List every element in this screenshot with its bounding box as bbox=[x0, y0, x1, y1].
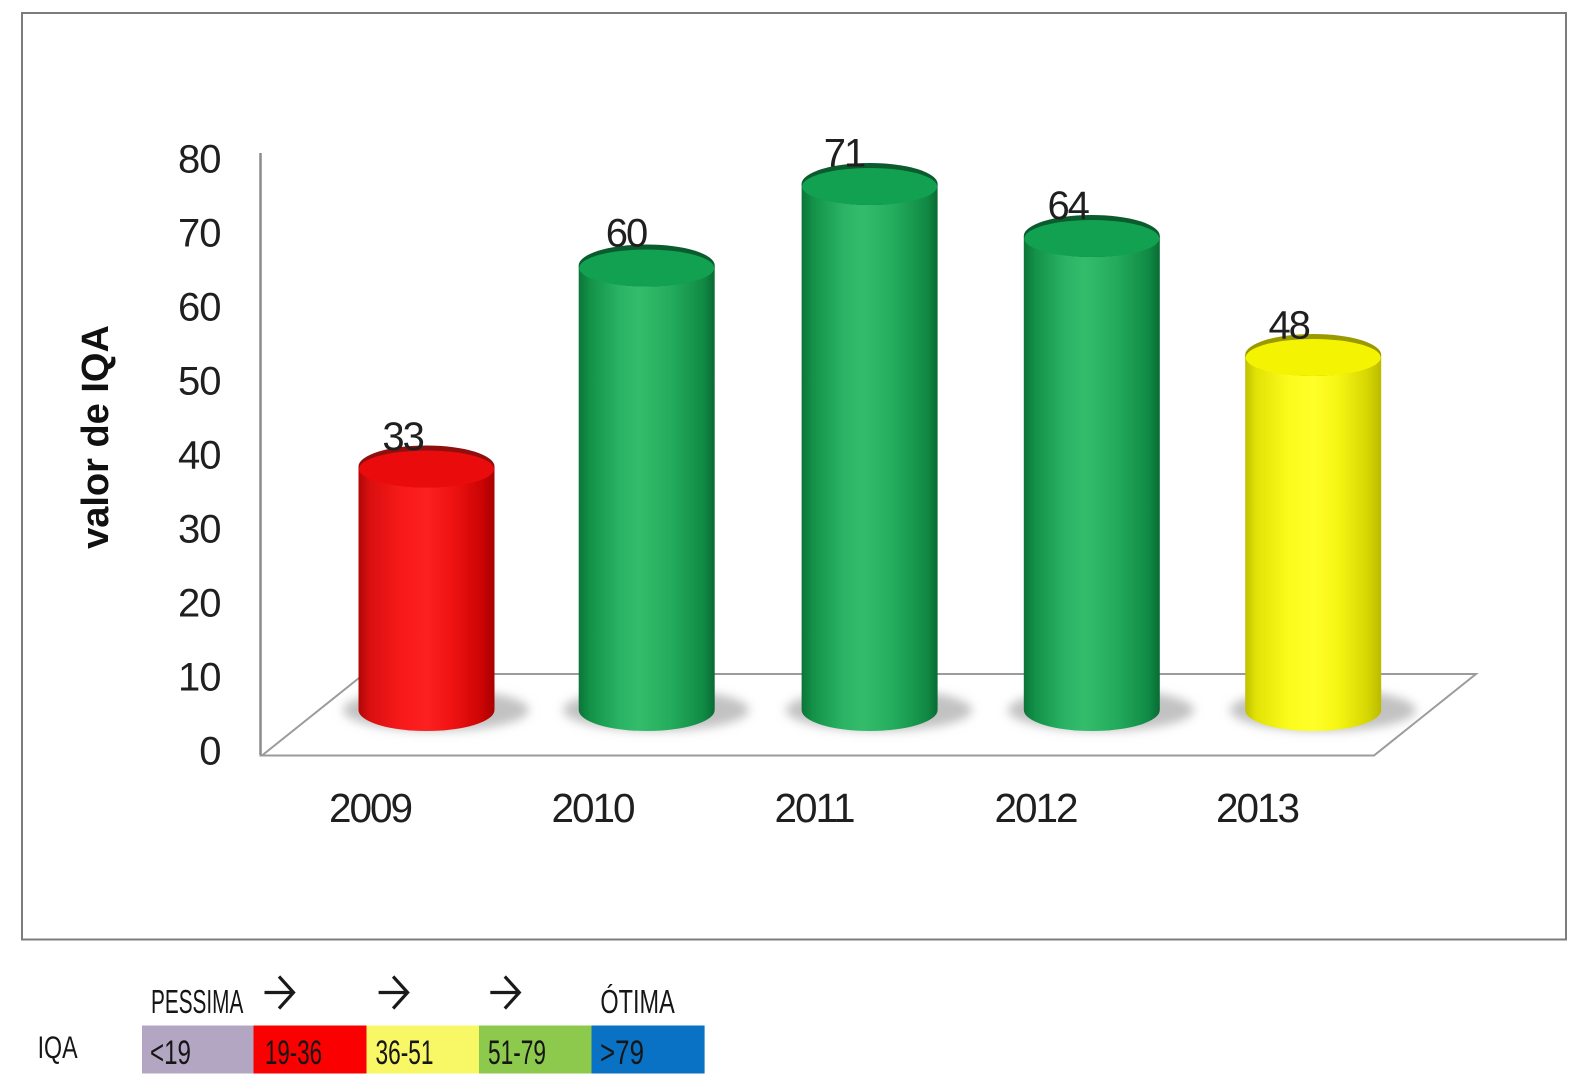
svg-text:>79: >79 bbox=[600, 1034, 644, 1072]
svg-text:48: 48 bbox=[1268, 304, 1309, 348]
svg-text:64: 64 bbox=[1047, 184, 1089, 228]
svg-text:60: 60 bbox=[606, 212, 647, 256]
svg-text:<19: <19 bbox=[150, 1034, 191, 1072]
svg-text:2010: 2010 bbox=[551, 785, 634, 831]
svg-text:70: 70 bbox=[178, 212, 221, 256]
svg-text:30: 30 bbox=[178, 508, 221, 552]
svg-text:19-36: 19-36 bbox=[265, 1034, 322, 1072]
svg-text:2013: 2013 bbox=[1216, 785, 1299, 831]
svg-text:0: 0 bbox=[199, 730, 220, 774]
svg-text:33: 33 bbox=[382, 415, 423, 459]
svg-text:PESSIMA: PESSIMA bbox=[151, 984, 244, 1021]
svg-text:20: 20 bbox=[178, 582, 221, 626]
svg-text:2011: 2011 bbox=[774, 785, 854, 831]
svg-text:valor de IQA: valor de IQA bbox=[75, 325, 117, 549]
svg-text:51-79: 51-79 bbox=[488, 1034, 546, 1072]
svg-text:36-51: 36-51 bbox=[376, 1034, 434, 1072]
svg-text:40: 40 bbox=[178, 434, 221, 478]
svg-text:10: 10 bbox=[178, 656, 221, 700]
svg-text:80: 80 bbox=[178, 138, 221, 182]
svg-text:50: 50 bbox=[178, 360, 221, 404]
svg-text:71: 71 bbox=[824, 132, 865, 176]
svg-text:IQA: IQA bbox=[38, 1029, 78, 1065]
svg-text:2009: 2009 bbox=[329, 785, 412, 831]
svg-text:ÓTIMA: ÓTIMA bbox=[600, 983, 675, 1021]
svg-text:60: 60 bbox=[178, 286, 221, 330]
svg-text:2012: 2012 bbox=[994, 785, 1077, 831]
